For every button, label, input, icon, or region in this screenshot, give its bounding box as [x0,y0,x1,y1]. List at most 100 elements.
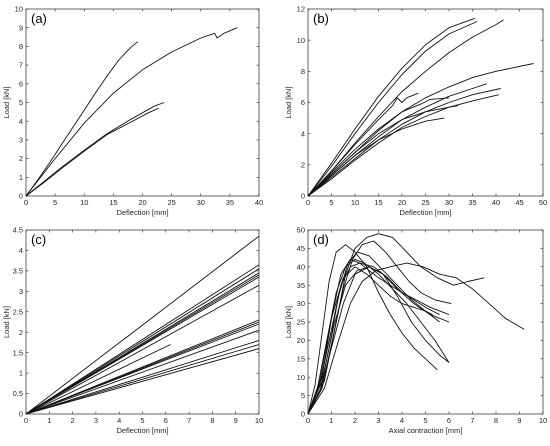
y-tick-label: 0.5 [13,389,23,398]
x-tick-label: 2 [353,416,357,425]
y-tick-label: 8 [301,67,305,76]
y-tick-label: 8 [19,42,23,51]
series-line-11 [307,266,450,415]
series-line-9 [307,97,450,197]
y-tick-label: 45 [297,244,305,253]
y-tick-label: 3.5 [13,266,23,275]
y-tick-label: 5 [19,98,23,107]
chart-panel-3: 0 1 2 3 4 5 6 7 8 9 10 0 0.5 1 1.5 2 2.5 3 3.5 4 4.5 Deflecti… [2,226,263,435]
x-tick-label: 7 [470,416,474,425]
panel-label: (b) [313,11,329,26]
x-tick-label: 10 [539,416,547,425]
x-tick-label: 0 [24,416,28,425]
y-tick-label: 2 [19,328,23,337]
x-tick-label: 5 [140,416,144,425]
series-line-15 [25,344,171,415]
y-tick-label: 0 [301,410,305,419]
y-tick-label: 3 [19,136,23,145]
panel-label: (a) [31,11,47,26]
x-tick-label: 9 [234,416,238,425]
x-tick-label: 50 [539,198,547,207]
series-line-12 [25,339,260,415]
x-tick-label: 1 [47,416,51,425]
x-tick-label: 35 [226,198,234,207]
series-line-3 [25,268,260,415]
series-line-6 [307,233,485,415]
series-line-1 [307,17,476,197]
series-line-3 [307,19,504,197]
y-tick-label: 4.5 [13,226,23,235]
series-line-2 [25,27,238,197]
x-tick-label: 2 [71,416,75,425]
x-tick-label: 0 [306,198,310,207]
series-line-11 [25,329,260,415]
series-line-1 [307,244,438,415]
series-line-8 [307,92,419,197]
panel-label: (d) [313,232,329,247]
y-tick-label: 6 [19,79,23,88]
y-tick-label: 7 [19,61,23,70]
x-tick-label: 4 [117,416,121,425]
y-tick-label: 35 [297,281,305,290]
series-line-2 [307,258,450,415]
x-tick-label: 8 [494,416,498,425]
series-line-2 [25,264,260,415]
y-tick-label: 30 [297,299,305,308]
x-tick-label: 20 [398,198,406,207]
x-tick-label: 35 [468,198,476,207]
series-line-4 [25,107,159,197]
x-axis-label: Deflection [mm] [116,208,168,217]
y-tick-label: 10 [297,373,305,382]
x-tick-label: 4 [400,416,404,425]
y-tick-label: 0 [301,192,305,201]
series-line-1 [25,235,260,415]
y-tick-label: 1 [19,369,23,378]
y-axis-label: Load [kN] [2,86,11,118]
y-tick-label: 50 [297,226,305,235]
x-tick-label: 20 [138,198,146,207]
series-line-10 [25,323,260,415]
x-tick-label: 9 [517,416,521,425]
x-tick-label: 5 [53,198,57,207]
x-tick-label: 3 [94,416,98,425]
x-tick-label: 3 [376,416,380,425]
x-tick-label: 15 [109,198,117,207]
series-line-6 [25,276,260,415]
plot-area [307,229,544,415]
series-line-3 [25,102,165,197]
x-tick-label: 45 [515,198,523,207]
series-line-13 [25,344,260,415]
y-tick-label: 2 [19,154,23,163]
y-tick-label: 10 [15,5,23,14]
x-tick-label: 7 [187,416,191,425]
y-tick-label: 1 [19,173,23,182]
series-line-10 [307,266,433,415]
y-tick-label: 10 [297,36,305,45]
x-axis-label: Deflection [mm] [399,208,451,217]
x-tick-label: 8 [210,416,214,425]
y-tick-label: 3 [19,287,23,296]
plot-area [25,229,260,415]
y-tick-label: 0 [19,410,23,419]
y-tick-label: 0 [19,192,23,201]
y-tick-label: 4 [19,246,23,255]
x-tick-label: 10 [80,198,88,207]
x-tick-label: 40 [255,198,263,207]
y-tick-label: 40 [297,262,305,271]
y-tick-label: 4 [301,129,305,138]
x-tick-label: 25 [421,198,429,207]
y-axis-label: Load [kN] [2,306,11,338]
y-tick-label: 12 [297,5,305,14]
series-line-7 [307,262,525,415]
y-tick-label: 4 [19,117,23,126]
x-tick-label: 5 [329,198,333,207]
x-axis-label: Axial contraction [mm] [389,426,463,435]
x-tick-label: 25 [167,198,175,207]
y-tick-label: 1.5 [13,348,23,357]
x-tick-label: 5 [423,416,427,425]
x-axis-label: Deflection [mm] [116,426,168,435]
x-tick-label: 10 [351,198,359,207]
series-line-10 [307,117,445,197]
